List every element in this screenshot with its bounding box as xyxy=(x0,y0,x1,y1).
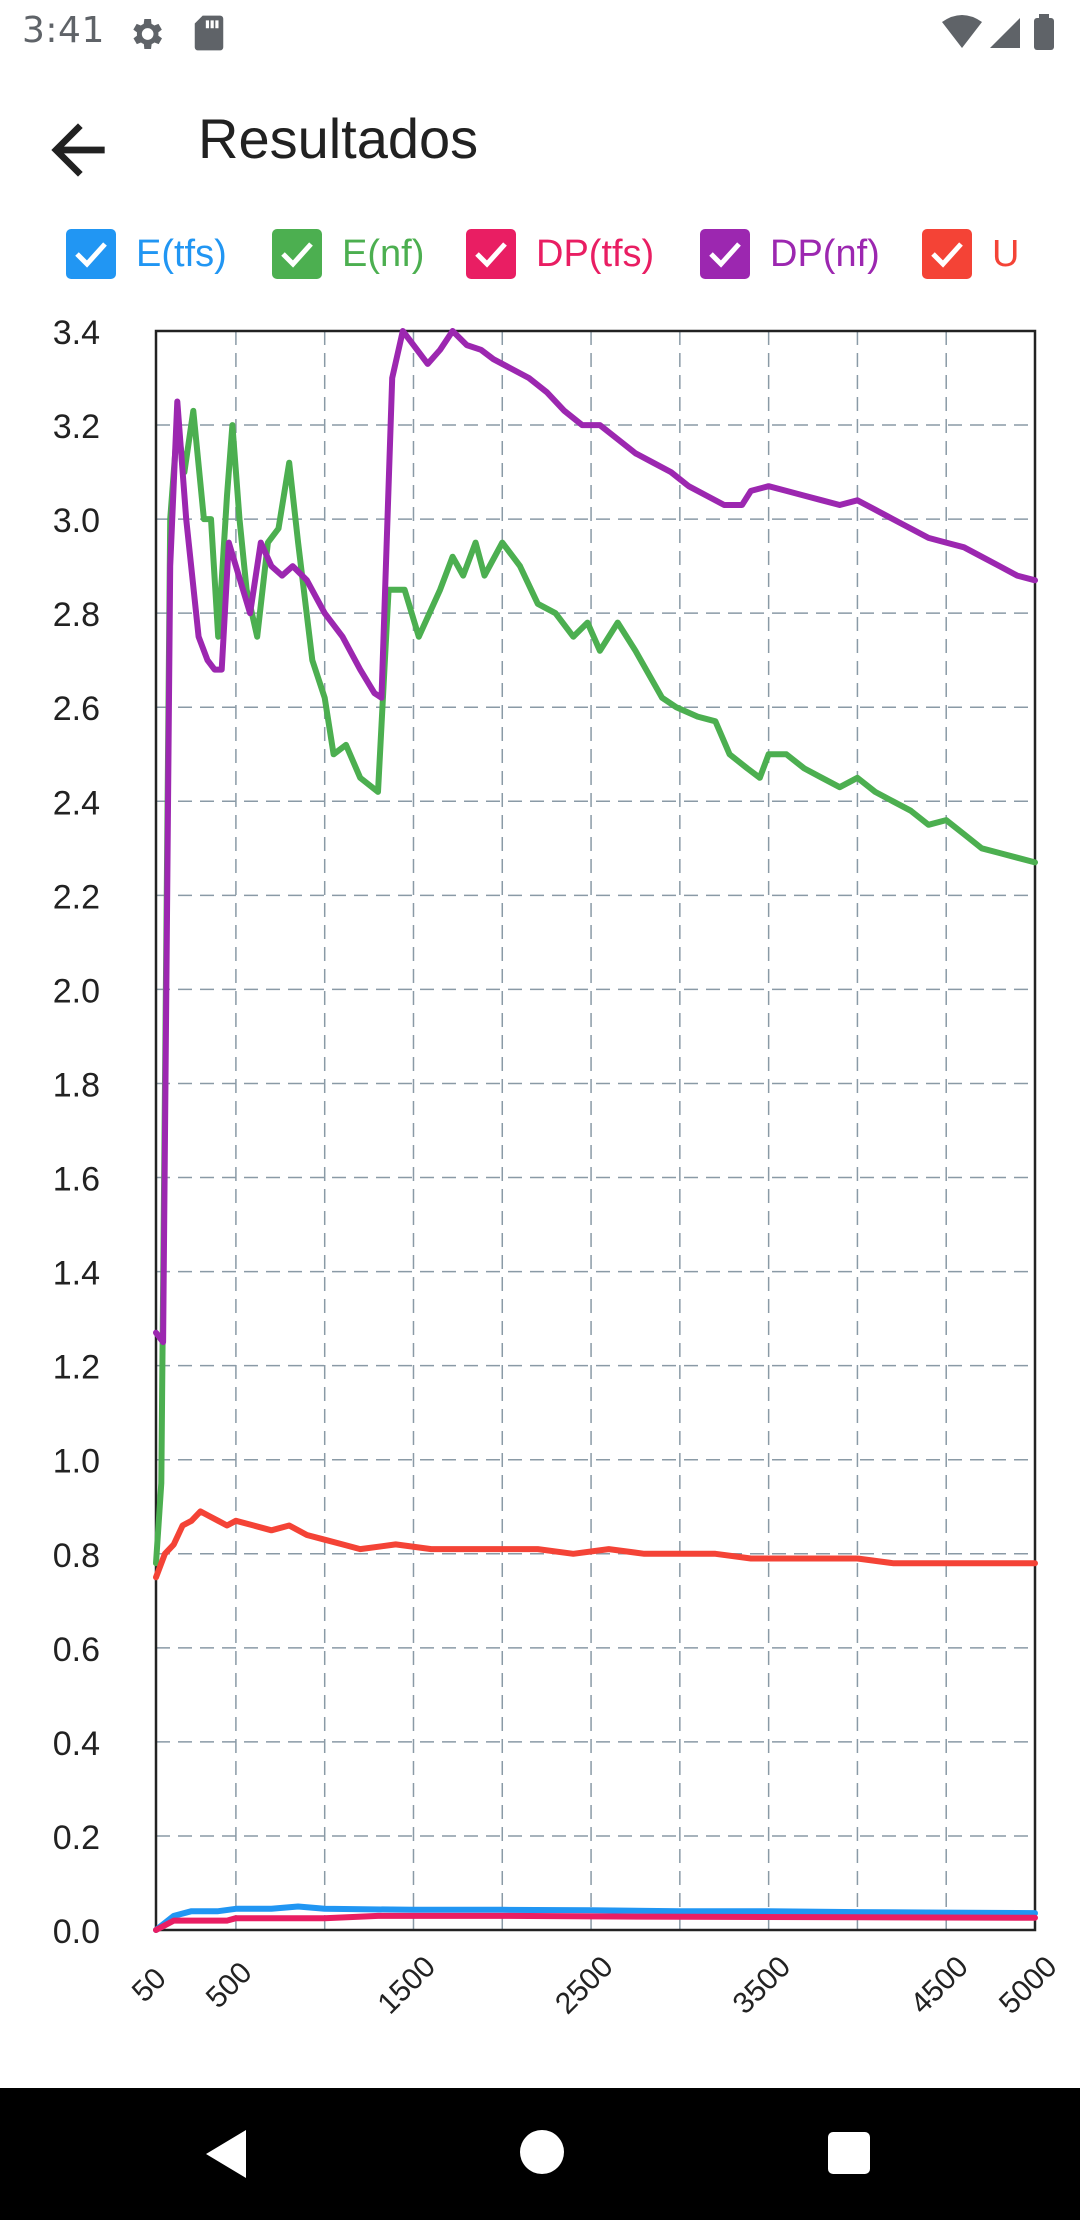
series-line-e-nf xyxy=(153,407,1038,1567)
plot-frame xyxy=(154,329,1037,1932)
nav-back-icon[interactable] xyxy=(200,2126,256,2182)
series-line-dp-tfs xyxy=(153,1912,1038,1933)
y-tick-label: 2.6 xyxy=(53,690,100,728)
status-time: 3:41 xyxy=(22,10,105,51)
battery-icon xyxy=(1034,18,1054,50)
legend-item-u[interactable]: U xyxy=(922,224,1019,284)
y-tick-label: 1.8 xyxy=(53,1066,100,1104)
y-tick-label: 1.2 xyxy=(53,1349,100,1387)
legend-item-dp-nf[interactable]: DP(nf) xyxy=(700,224,880,284)
y-tick-label: 2.2 xyxy=(53,878,100,916)
arrow-back-icon[interactable] xyxy=(38,110,118,190)
legend-label: E(nf) xyxy=(342,232,425,275)
line-chart: 0.0 0.2 0.4 0.6 0.8 1.0 1.2 1.4 1.6 1.8 2.0 2.2 2.4 2… xyxy=(53,314,1064,2021)
x-tick-label: 3500 xyxy=(727,1950,798,2021)
navigation-bar xyxy=(0,2088,1080,2220)
legend-item-e-tfs[interactable]: E(tfs) xyxy=(66,224,227,284)
legend-label: DP(nf) xyxy=(770,232,880,275)
y-tick-label: 0.4 xyxy=(53,1725,100,1763)
y-tick-label: 1.6 xyxy=(53,1161,100,1199)
legend-label: U xyxy=(992,232,1020,275)
legend-label: E(tfs) xyxy=(136,232,227,275)
legend-label: DP(tfs) xyxy=(536,232,655,275)
checkbox-icon[interactable] xyxy=(272,229,322,279)
nav-home-icon[interactable] xyxy=(520,2130,564,2174)
x-tick-label: 1500 xyxy=(372,1950,443,2021)
app-bar: Resultados xyxy=(0,66,1080,216)
y-tick-label: 2.8 xyxy=(53,596,100,634)
status-icons xyxy=(942,14,1054,50)
checkbox-icon[interactable] xyxy=(922,229,972,279)
y-tick-label: 3.4 xyxy=(53,314,100,352)
signal-icon xyxy=(990,18,1020,48)
checkbox-icon[interactable] xyxy=(700,229,750,279)
legend-item-dp-tfs[interactable]: DP(tfs) xyxy=(466,224,654,284)
checkbox-icon[interactable] xyxy=(466,229,516,279)
checkbox-icon[interactable] xyxy=(66,229,116,279)
x-tick-label: 2500 xyxy=(549,1950,620,2021)
y-tick-label: 2.0 xyxy=(53,972,100,1010)
y-tick-label: 3.2 xyxy=(53,408,100,446)
status-bar: 3:41 xyxy=(0,0,1080,66)
y-tick-label: 1.0 xyxy=(53,1443,100,1481)
series-line-dp-nf xyxy=(153,328,1038,1346)
x-tick-label: 4500 xyxy=(904,1950,975,2021)
y-tick-label: 0.2 xyxy=(53,1819,100,1857)
y-tick-label: 1.4 xyxy=(53,1255,100,1293)
y-tick-label: 3.0 xyxy=(53,502,100,540)
series-line-u xyxy=(153,1508,1038,1581)
y-tick-label: 0.6 xyxy=(53,1631,100,1669)
x-tick-label: 500 xyxy=(200,1956,259,2015)
page-title: Resultados xyxy=(198,107,479,170)
y-tick-label: 0.8 xyxy=(53,1537,100,1575)
x-tick-label: 50 xyxy=(126,1962,173,2009)
chart-legend: E(tfs) E(nf) DP(tfs) DP(nf) U xyxy=(0,224,1080,284)
x-tick-label: 5000 xyxy=(993,1950,1064,2021)
sd-card-icon xyxy=(194,15,224,51)
wifi-icon xyxy=(942,15,982,48)
series-line-e-tfs xyxy=(153,1903,1038,1933)
y-tick-label: 0.0 xyxy=(53,1913,100,1951)
gear-icon xyxy=(133,19,162,49)
legend-item-e-nf[interactable]: E(nf) xyxy=(272,224,424,284)
y-tick-label: 2.4 xyxy=(53,784,100,822)
nav-recents-icon[interactable] xyxy=(828,2132,870,2174)
